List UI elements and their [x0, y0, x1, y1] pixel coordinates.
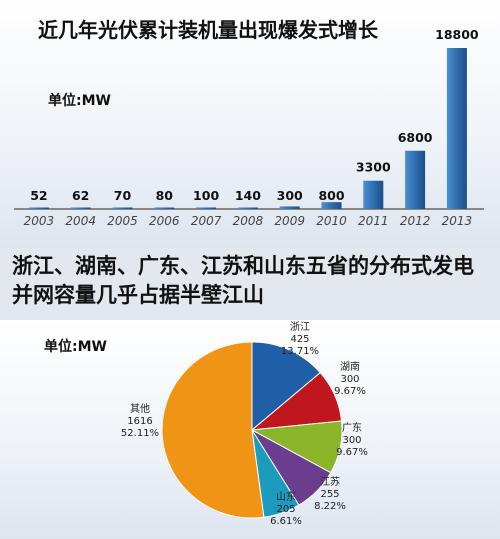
bar-2012 — [405, 150, 426, 209]
bar-2008 — [237, 207, 258, 209]
pie-label-广东: 9.67% — [336, 447, 368, 458]
pie-label-广东: 300 — [342, 435, 361, 446]
pie-label-山东: 205 — [276, 504, 295, 515]
pie-label-湖南: 湖南 — [340, 360, 360, 373]
bar-chart: 52 2003 62 2004 70 2005 80 2006 100 2007 140 2008 30… — [14, 27, 484, 228]
bar-tick-label: 2008 — [233, 214, 264, 228]
pie-label-山东: 山东 — [276, 490, 296, 503]
bar-tick-label: 2013 — [442, 214, 473, 228]
bar-value-label: 100 — [193, 188, 219, 203]
pie-heading-band: 浙江、湖南、广东、江苏和山东五省的分布式发电并网容量几乎占据半壁江山 — [0, 248, 500, 320]
bar-value-label: 6800 — [398, 130, 433, 145]
bar-2013 — [446, 48, 467, 209]
bar-2004 — [70, 207, 91, 209]
bar-tick-label: 2006 — [149, 214, 180, 228]
pie-label-浙江: 425 — [290, 334, 309, 345]
pie-label-江苏: 255 — [320, 489, 339, 500]
bar-value-label: 800 — [318, 188, 344, 203]
pie-label-其他: 52.11% — [121, 428, 159, 439]
bar-tick-label: 2005 — [107, 214, 138, 228]
bar-value-label: 140 — [235, 188, 261, 203]
pie-label-江苏: 8.22% — [314, 501, 346, 512]
bar-2011 — [363, 180, 384, 209]
bar-value-label: 300 — [277, 188, 303, 203]
pie-label-其他: 1616 — [127, 416, 152, 427]
bar-2007 — [196, 207, 217, 209]
pie-label-浙江: 13.71% — [281, 346, 319, 357]
pie-label-浙江: 浙江 — [290, 321, 310, 333]
bar-value-label: 18800 — [435, 27, 479, 42]
pie-chart-unit: 单位:MW — [44, 339, 107, 355]
pie-slice-其他 — [161, 341, 265, 519]
bar-value-label: 3300 — [356, 160, 391, 175]
pie-label-湖南: 300 — [340, 374, 359, 385]
bar-2009 — [279, 206, 300, 209]
pie-chart-panel: 单位:MW 浙江 425 13.71% 湖南 300 9.67% 广东 300 9.67% 江苏 2… — [0, 320, 500, 539]
bar-2006 — [154, 207, 175, 209]
pie-slice-浙江 — [251, 341, 321, 432]
pie-label-湖南: 9.67% — [334, 386, 366, 397]
bar-tick-label: 2004 — [65, 214, 96, 228]
bar-tick-label: 2009 — [274, 214, 305, 228]
pie-chart: 浙江42513.71%湖南3009.67%广东3009.67%江苏2558.22… — [121, 321, 368, 527]
bar-chart-title: 近几年光伏累计装机量出现爆发式增长 — [38, 18, 378, 42]
pie-label-其他: 其他 — [130, 402, 150, 415]
bar-tick-label: 2011 — [358, 214, 389, 228]
bar-tick-label: 2010 — [316, 214, 347, 228]
bar-value-label: 62 — [72, 188, 89, 203]
bar-value-label: 52 — [30, 188, 47, 203]
bar-2010 — [321, 202, 342, 209]
pie-label-广东: 广东 — [342, 421, 362, 434]
bar-value-label: 70 — [114, 188, 132, 203]
bar-2005 — [112, 207, 133, 209]
pie-label-山东: 6.61% — [270, 516, 302, 527]
pie-label-江苏: 江苏 — [320, 475, 340, 488]
bar-tick-label: 2012 — [400, 214, 431, 228]
bar-tick-label: 2003 — [24, 214, 55, 228]
bar-chart-panel: 近几年光伏累计装机量出现爆发式增长 单位:MW 52 2003 62 2004 70 20… — [0, 0, 500, 248]
bar-2003 — [28, 207, 49, 209]
bar-tick-label: 2007 — [191, 214, 222, 228]
bar-chart-unit: 单位:MW — [48, 93, 111, 109]
pie-chart-title: 浙江、湖南、广东、江苏和山东五省的分布式发电并网容量几乎占据半壁江山 — [12, 254, 474, 307]
bar-value-label: 80 — [156, 188, 174, 203]
